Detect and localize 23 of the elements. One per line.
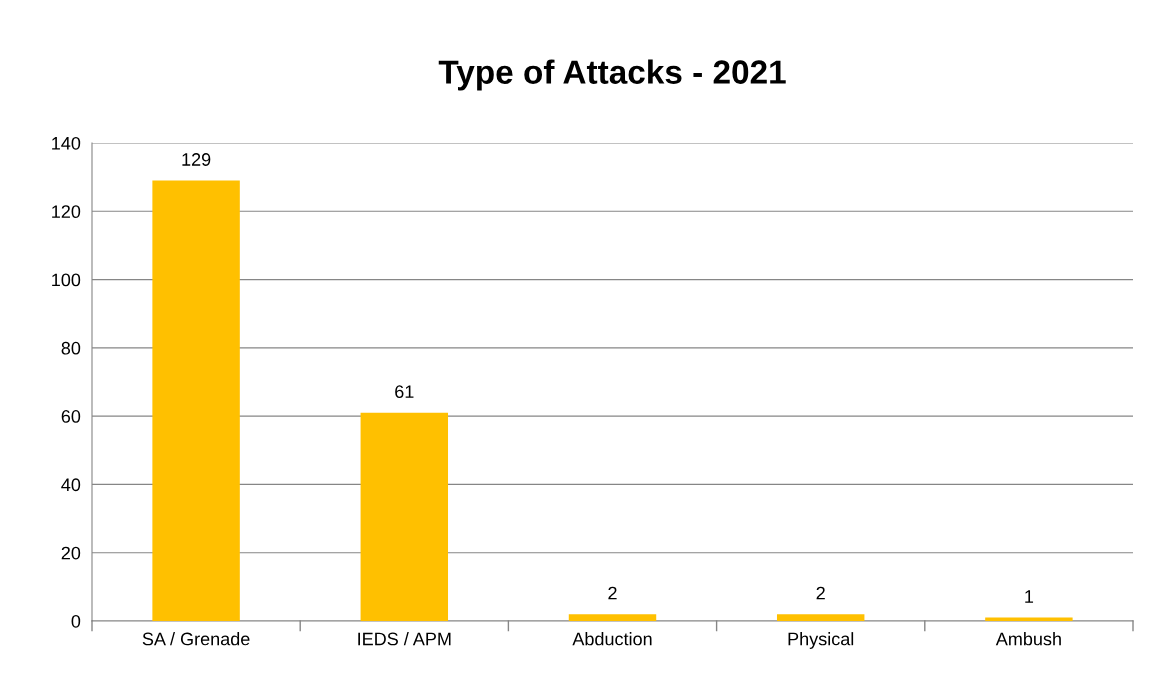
y-tick-label: 20 <box>61 546 81 560</box>
x-tick-label: Abduction <box>572 632 652 646</box>
y-tick-label: 40 <box>61 478 81 492</box>
y-tick-label: 140 <box>52 136 81 150</box>
y-tick-label: 80 <box>61 341 81 355</box>
x-tick-label: Physical <box>788 632 854 649</box>
bar <box>776 614 865 621</box>
y-tick-label: 0 <box>71 614 81 628</box>
data-label: 2 <box>816 586 825 600</box>
bar <box>568 614 657 621</box>
data-label: 1 <box>1025 590 1034 603</box>
x-tick-label: IEDS / APM <box>358 632 451 646</box>
y-tick-label: 60 <box>61 410 81 423</box>
data-label: 61 <box>395 385 414 399</box>
data-label: 129 <box>182 153 211 166</box>
x-tick-label: Ambush <box>995 632 1061 646</box>
y-tick-label: 100 <box>52 273 81 287</box>
y-tick-label: 120 <box>52 205 81 219</box>
x-tick-label: SA / Grenade <box>142 632 250 646</box>
data-label: 2 <box>608 586 617 600</box>
chart-title: Type of Attacks - 2021 <box>438 59 786 91</box>
bar <box>360 412 449 621</box>
bar <box>152 180 240 621</box>
